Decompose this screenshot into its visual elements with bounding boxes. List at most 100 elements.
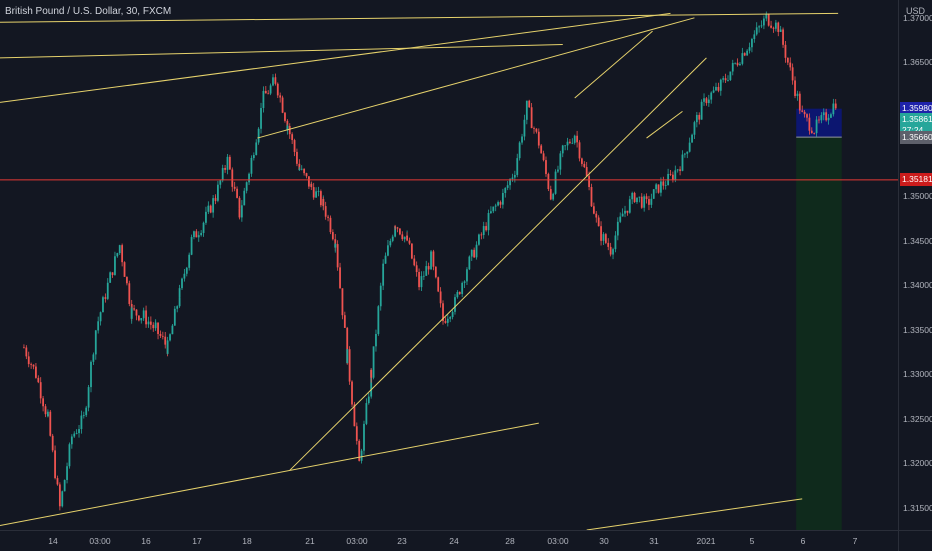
candle-body [384,255,387,264]
trendline[interactable] [586,498,803,531]
trendline[interactable] [574,30,653,99]
candle-body [336,244,339,268]
candle-body [367,396,370,404]
candle-body [648,199,650,205]
trendline[interactable] [0,422,539,527]
time-tick-label: 23 [397,536,407,546]
candle-body [319,191,322,206]
candle-body [291,134,294,141]
candle-body [511,177,514,179]
candle-body [238,197,241,209]
candle-body [32,364,35,367]
candle-body [636,197,638,203]
candle-body [703,98,705,102]
candle-body [159,333,162,336]
candle-body [85,407,88,416]
candle-body [743,53,746,56]
candle-body [104,297,107,299]
candle-body [827,117,830,121]
candle-body [830,114,832,118]
candle-body [564,145,567,147]
candle-body [379,285,382,307]
candle-body [109,272,112,283]
price-tick-label: 1.32500 [903,413,932,424]
time-tick-label: 7 [852,536,858,546]
candle-body [394,226,397,228]
price-tag: 1.35861 [900,112,932,126]
time-axis[interactable] [0,530,898,551]
candle-body [42,398,45,407]
candle-body [363,423,365,451]
candle-body [343,315,346,328]
candle-body [188,254,191,268]
price-tick-label: 1.36500 [903,57,932,68]
candle-body [87,387,90,408]
trendline[interactable] [0,12,839,23]
trendline[interactable] [0,44,563,59]
candle-body [540,145,543,154]
candle-body [114,256,116,275]
candle-body [281,97,284,113]
candle-body [154,322,157,326]
candle-body [657,184,660,193]
candle-body [430,251,432,270]
candle-body [549,189,552,200]
candle-body [834,103,837,109]
candle-body [413,258,416,266]
candle-body [485,226,488,231]
candle-body [525,100,528,120]
time-tick-label: 03:00 [346,536,368,546]
candle-body [779,29,782,32]
candle-body [49,411,52,436]
trendline[interactable] [257,17,695,139]
candle-body [676,169,679,171]
price-tick-label: 1.33500 [903,324,932,335]
candle-body [54,450,56,479]
candle-body [590,187,593,207]
trendline[interactable] [0,12,671,103]
candle-body [382,266,385,286]
candle-body [746,50,749,56]
candle-body [372,346,375,378]
candle-body [427,266,430,270]
candle-body [494,205,497,207]
candle-body [181,278,183,289]
candle-body [820,115,823,121]
candle-body [710,92,713,100]
candle-body [518,142,521,159]
candle-body [121,245,124,263]
price-tick-label: 1.34000 [903,280,932,291]
candle-body [760,25,763,27]
candle-body [753,34,756,39]
candle-body [312,187,315,198]
candle-body [360,450,363,461]
candle-body [185,267,188,274]
trendline[interactable] [646,110,683,139]
candle-body [200,232,203,236]
candle-body [171,325,174,335]
candle-body [542,153,545,161]
time-tick-label: 30 [599,536,609,546]
candle-body [662,181,665,186]
candle-body [240,205,243,218]
trendlines [0,12,898,531]
time-tick-label: 14 [48,536,58,546]
candle-body [672,174,674,180]
price-axis[interactable]: USD [898,0,932,530]
candle-body [741,53,744,64]
candle-body [609,246,612,255]
take-profit-zone[interactable] [796,137,842,531]
candle-body [588,176,590,188]
candle-series [23,11,837,511]
trendline[interactable] [289,57,707,471]
candle-body [803,111,806,115]
candle-body [705,98,708,104]
candle-body [173,308,176,326]
candle-body [832,103,835,115]
candle-body [97,321,100,331]
candle-body [322,199,325,207]
candle-body [700,101,703,120]
candle-body [420,276,423,288]
